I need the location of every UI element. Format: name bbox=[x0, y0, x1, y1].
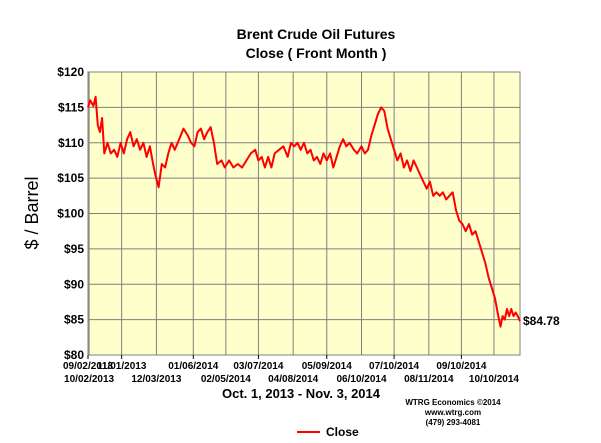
chart-subtitle: Close ( Front Month ) bbox=[246, 45, 387, 61]
x-tick-label-upper: 09/10/2014 bbox=[436, 361, 486, 372]
x-tick-label-lower: 12/03/2013 bbox=[131, 374, 181, 385]
series-line-close bbox=[87, 95, 521, 328]
x-tick-label-upper: 09/02/2013 bbox=[63, 361, 113, 372]
credit-line-2: www.wtrg.com bbox=[424, 408, 481, 417]
grid-lines bbox=[88, 72, 520, 355]
legend-label: Close bbox=[326, 425, 359, 439]
y-tick-label: $105 bbox=[57, 171, 84, 185]
x-tick-label-lower: 04/08/2014 bbox=[268, 374, 318, 385]
y-tick-label: $85 bbox=[64, 313, 84, 327]
legend: Close bbox=[297, 425, 359, 439]
credit-line-3: (479) 293-4081 bbox=[426, 418, 481, 427]
y-axis-ticks: $80 $85 $90 $95 $100 $105 $110 $115 $120 bbox=[57, 65, 84, 362]
x-tick-label-upper: 03/07/2014 bbox=[233, 361, 283, 372]
last-value-label: $84.78 bbox=[523, 314, 560, 328]
chart-title: Brent Crude Oil Futures bbox=[237, 26, 396, 42]
y-tick-label: $90 bbox=[64, 277, 84, 291]
y-tick-label: $80 bbox=[64, 348, 84, 362]
credit-line-1: WTRG Economics ©2014 bbox=[405, 398, 501, 407]
series-layer bbox=[87, 95, 521, 328]
y-tick-label: $100 bbox=[57, 207, 84, 221]
y-tick-label: $110 bbox=[58, 136, 84, 150]
x-tick-label-lower: 08/11/2014 bbox=[404, 374, 454, 385]
x-tick-label-upper: 07/10/2014 bbox=[369, 361, 419, 372]
y-tick-label: $95 bbox=[64, 242, 84, 256]
y-tick-label: $120 bbox=[57, 65, 84, 79]
x-tick-label-lower: 10/10/2014 bbox=[469, 374, 519, 385]
x-tick-label-upper: 01/06/2014 bbox=[168, 361, 218, 372]
x-tick-label-lower: 02/05/2014 bbox=[201, 374, 251, 385]
x-tick-label-upper: 11/01/2013 bbox=[97, 361, 147, 372]
x-axis-label: Oct. 1, 2013 - Nov. 3, 2014 bbox=[222, 386, 381, 401]
x-tick-label-lower: 10/02/2013 bbox=[64, 374, 114, 385]
x-tick-label-upper: 05/09/2014 bbox=[302, 361, 352, 372]
x-tick-label-lower: 06/10/2014 bbox=[336, 374, 386, 385]
y-axis-label: $ / Barrel bbox=[22, 176, 42, 249]
y-tick-label: $115 bbox=[58, 100, 84, 114]
